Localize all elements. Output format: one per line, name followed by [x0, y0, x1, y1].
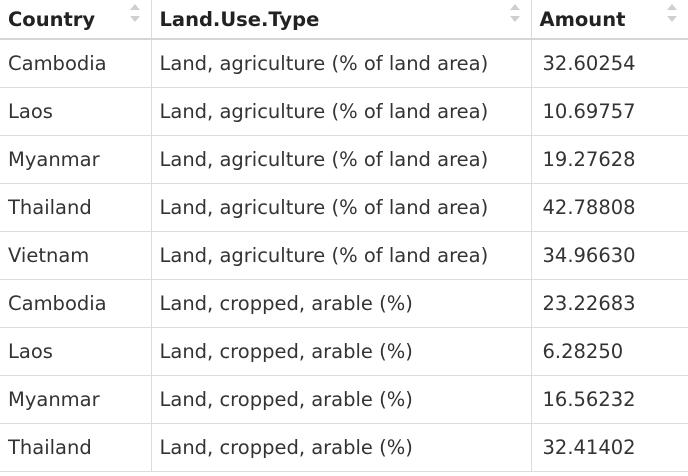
- cell-country: Thailand: [0, 423, 152, 472]
- cell-land-use-type: Land, agriculture (% of land area): [151, 231, 532, 280]
- cell-country: Myanmar: [0, 135, 152, 184]
- cell-amount: 32.60254: [531, 39, 688, 88]
- column-header-amount[interactable]: Amount: [531, 0, 688, 40]
- cell-land-use-type: Land, agriculture (% of land area): [151, 87, 532, 136]
- cell-amount: 34.96630: [531, 231, 688, 280]
- cell-land-use-type: Land, cropped, arable (%): [151, 375, 532, 424]
- cell-amount: 10.69757: [531, 87, 688, 136]
- column-header-label: Country: [8, 7, 96, 31]
- cell-amount: 19.27628: [531, 135, 688, 184]
- table-row: Cambodia Land, agriculture (% of land ar…: [0, 39, 688, 88]
- cell-land-use-type: Land, agriculture (% of land area): [151, 39, 532, 88]
- cell-country: Cambodia: [0, 279, 152, 328]
- cell-amount: 32.41402: [531, 423, 688, 472]
- table-row: Laos Land, cropped, arable (%) 6.28250: [0, 327, 688, 376]
- sort-arrows-icon[interactable]: [509, 2, 521, 24]
- column-header-label: Land.Use.Type: [159, 7, 320, 31]
- cell-country: Cambodia: [0, 39, 152, 88]
- cell-land-use-type: Land, agriculture (% of land area): [151, 135, 532, 184]
- cell-amount: 42.78808: [531, 183, 688, 232]
- cell-amount: 6.28250: [531, 327, 688, 376]
- table-row: Thailand Land, cropped, arable (%) 32.41…: [0, 423, 688, 472]
- cell-country: Laos: [0, 87, 152, 136]
- table-row: Cambodia Land, cropped, arable (%) 23.22…: [0, 279, 688, 328]
- table-header-row: Country Land.Use.Type: [0, 0, 688, 40]
- table-row: Thailand Land, agriculture (% of land ar…: [0, 183, 688, 232]
- cell-country: Laos: [0, 327, 152, 376]
- table-row: Myanmar Land, cropped, arable (%) 16.562…: [0, 375, 688, 424]
- table-row: Laos Land, agriculture (% of land area) …: [0, 87, 688, 136]
- cell-country: Myanmar: [0, 375, 152, 424]
- cell-amount: 16.56232: [531, 375, 688, 424]
- column-header-label: Amount: [539, 7, 626, 31]
- table-row: Myanmar Land, agriculture (% of land are…: [0, 135, 688, 184]
- column-header-land-use-type[interactable]: Land.Use.Type: [151, 0, 532, 40]
- sort-arrows-icon[interactable]: [129, 2, 141, 24]
- cell-country: Thailand: [0, 183, 152, 232]
- cell-country: Vietnam: [0, 231, 152, 280]
- column-header-country[interactable]: Country: [0, 0, 152, 40]
- cell-land-use-type: Land, cropped, arable (%): [151, 279, 532, 328]
- cell-land-use-type: Land, agriculture (% of land area): [151, 183, 532, 232]
- cell-land-use-type: Land, cropped, arable (%): [151, 423, 532, 472]
- sort-arrows-icon[interactable]: [666, 2, 678, 24]
- table-row: Vietnam Land, agriculture (% of land are…: [0, 231, 688, 280]
- cell-amount: 23.22683: [531, 279, 688, 328]
- cell-land-use-type: Land, cropped, arable (%): [151, 327, 532, 376]
